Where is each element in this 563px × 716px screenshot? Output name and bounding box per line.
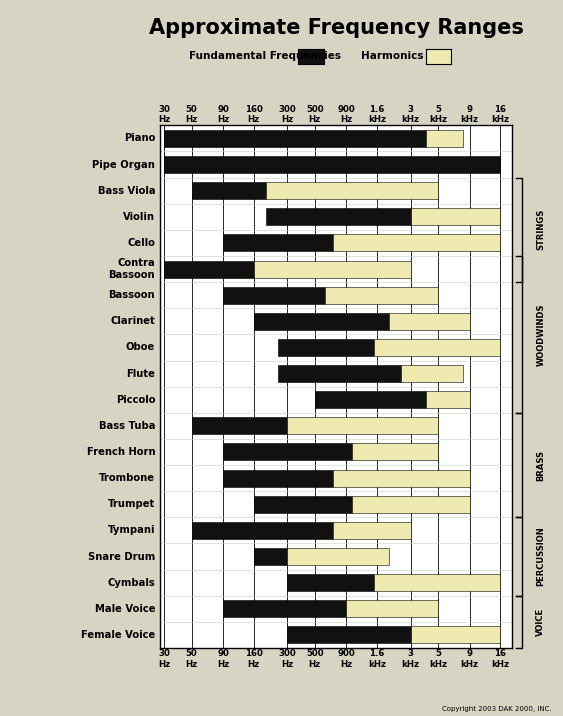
Text: 160
Hz: 160 Hz [245,649,263,669]
Text: Piano: Piano [124,133,155,143]
Bar [333,522,411,539]
Bar [288,574,374,591]
Text: Tympani: Tympani [108,526,155,536]
Text: Cymbals: Cymbals [108,578,155,588]
Text: 5
kHz: 5 kHz [429,105,447,124]
Text: 3
kHz: 3 kHz [402,105,420,124]
Text: 900
Hz: 900 Hz [337,105,355,124]
Text: WOODWINDS: WOODWINDS [536,303,545,366]
Bar [374,574,501,591]
Text: 3
kHz: 3 kHz [402,649,420,669]
Text: Snare Drum: Snare Drum [88,551,155,561]
Text: 500
Hz: 500 Hz [306,649,324,669]
Bar [411,208,501,226]
Text: 300
Hz: 300 Hz [279,649,296,669]
Text: 1.6
kHz: 1.6 kHz [368,105,386,124]
Text: Female Voice: Female Voice [81,630,155,640]
Bar [426,130,463,147]
Bar [426,391,470,408]
Text: Copyright 2003 DAK 2000, INC.: Copyright 2003 DAK 2000, INC. [442,707,552,712]
Bar [254,313,389,330]
Bar [411,626,501,644]
Bar [288,548,389,565]
Bar [223,600,346,617]
Text: Oboe: Oboe [126,342,155,352]
Bar [324,286,438,304]
Text: 16
kHz: 16 kHz [491,649,510,669]
Bar [389,313,470,330]
Bar [191,522,333,539]
Bar [254,495,352,513]
Text: 90
Hz: 90 Hz [217,649,229,669]
Text: 160
Hz: 160 Hz [245,105,263,124]
Text: 50
Hz: 50 Hz [185,649,198,669]
Text: Bass Viola: Bass Viola [97,185,155,195]
Text: 9
kHz: 9 kHz [461,649,479,669]
Text: Bassoon: Bassoon [109,290,155,300]
Bar [374,339,501,356]
Text: BRASS: BRASS [536,450,545,480]
Text: Contra
Bassoon: Contra Bassoon [109,258,155,280]
Bar [266,182,438,199]
Text: Trumpet: Trumpet [108,499,155,509]
Text: Clarinet: Clarinet [110,316,155,326]
Text: 1.6
kHz: 1.6 kHz [368,649,386,669]
Text: 90
Hz: 90 Hz [217,105,229,124]
Text: 5
kHz: 5 kHz [429,649,447,669]
Bar [401,365,463,382]
Bar [254,548,288,565]
Bar [164,156,501,173]
Bar [223,234,333,251]
Text: Trombone: Trombone [99,473,155,483]
Text: 30
Hz: 30 Hz [158,105,170,124]
Text: 50
Hz: 50 Hz [185,105,198,124]
Bar [254,261,411,278]
Bar [352,495,470,513]
Text: 900
Hz: 900 Hz [337,649,355,669]
Bar [164,130,426,147]
Text: Harmonics: Harmonics [361,51,423,61]
Text: Bass Tuba: Bass Tuba [99,421,155,431]
Bar [191,182,266,199]
Text: PERCUSSION: PERCUSSION [536,527,545,586]
Text: Flute: Flute [126,369,155,379]
Text: 30
Hz: 30 Hz [158,649,170,669]
Text: 500
Hz: 500 Hz [306,105,324,124]
Bar [191,417,288,435]
Bar [164,261,254,278]
Text: French Horn: French Horn [87,447,155,457]
Text: Violin: Violin [123,212,155,222]
Bar [266,208,411,226]
Bar [346,600,438,617]
Text: Fundamental Frequencies: Fundamental Frequencies [189,51,341,61]
Bar [333,234,501,251]
Bar [352,443,438,460]
Text: 300
Hz: 300 Hz [279,105,296,124]
Bar [278,339,374,356]
Bar [288,626,411,644]
Bar [315,391,426,408]
Text: 16
kHz: 16 kHz [491,105,510,124]
Bar [223,286,324,304]
Text: Approximate Frequency Ranges: Approximate Frequency Ranges [149,18,524,38]
Bar [278,365,401,382]
Bar [288,417,438,435]
Text: Pipe Organ: Pipe Organ [92,160,155,170]
Text: Cello: Cello [127,238,155,248]
Text: 9
kHz: 9 kHz [461,105,479,124]
Bar [223,443,352,460]
Bar [333,470,470,487]
Text: Piccolo: Piccolo [115,395,155,405]
Text: STRINGS: STRINGS [536,209,545,251]
Text: Male Voice: Male Voice [95,604,155,614]
Bar [223,470,333,487]
Text: VOICE: VOICE [536,608,545,636]
